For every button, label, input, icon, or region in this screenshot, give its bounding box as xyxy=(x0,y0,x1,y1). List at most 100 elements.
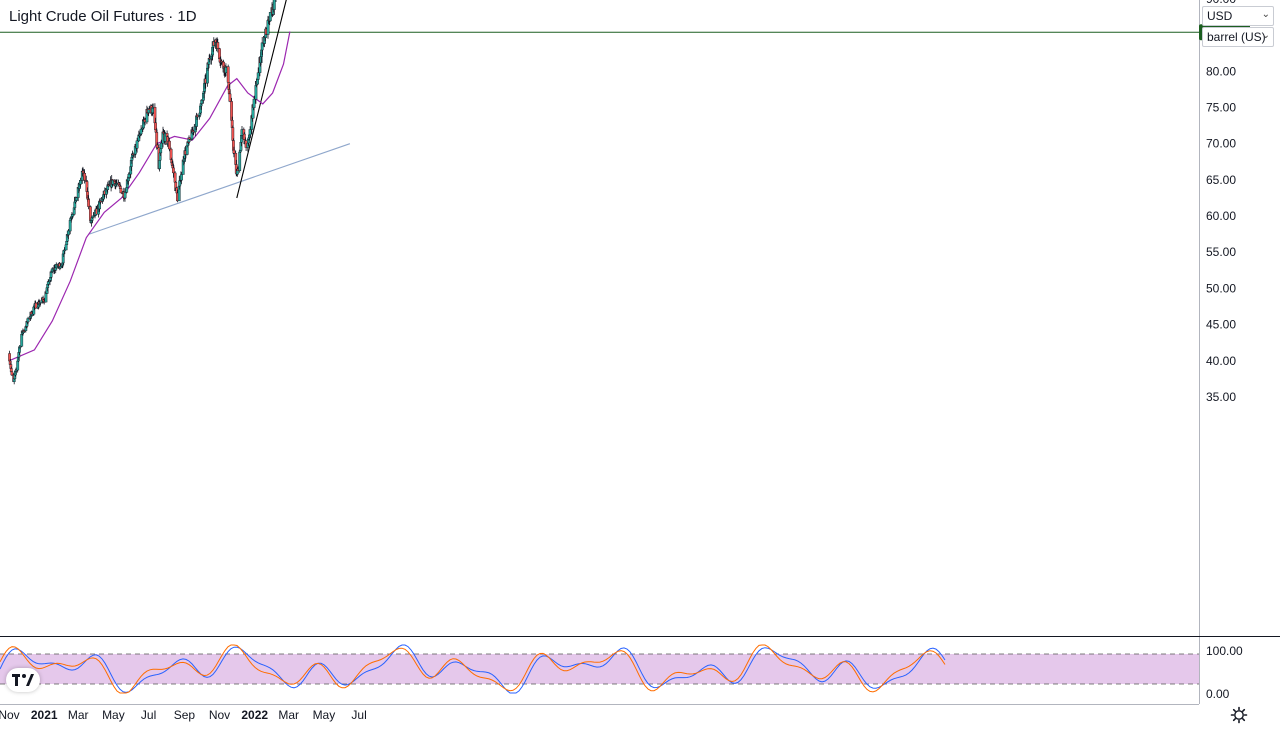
candle-body xyxy=(59,266,62,269)
candle-body xyxy=(71,214,74,217)
candle-up xyxy=(252,95,256,111)
stochastic-d-line xyxy=(0,644,946,694)
candle-body xyxy=(30,314,34,316)
candle-body xyxy=(22,330,26,332)
candle-body xyxy=(158,159,161,169)
unit-select[interactable]: barrel (US) ⌄ xyxy=(1202,27,1274,47)
stochastic-tick-label: 100.00 xyxy=(1206,644,1243,658)
candle-body xyxy=(256,72,260,80)
candle-body xyxy=(119,188,123,194)
candle-body xyxy=(151,107,154,114)
price-tick-label: 90.00 xyxy=(1206,0,1236,6)
candle-up xyxy=(260,37,264,56)
candle-body xyxy=(180,174,183,181)
currency-value: USD xyxy=(1207,9,1233,23)
candle-body xyxy=(18,346,22,348)
time-tick-label: May xyxy=(102,708,125,722)
candle-up xyxy=(75,197,78,202)
time-tick-label: Sep xyxy=(174,708,196,722)
candle-up xyxy=(14,367,18,374)
candle-body xyxy=(254,85,258,100)
price-tick-label: 35.00 xyxy=(1206,390,1236,404)
candle-down xyxy=(216,38,220,53)
candle-body xyxy=(83,172,87,181)
time-tick-label: 2022 xyxy=(241,708,268,722)
candle-up xyxy=(38,302,42,307)
price-tick-label: 80.00 xyxy=(1206,64,1236,78)
price-tick-label: 70.00 xyxy=(1206,137,1236,151)
candle-body xyxy=(99,200,103,203)
candle-body xyxy=(224,66,228,73)
candle-body xyxy=(64,244,68,251)
candle-up xyxy=(71,213,74,219)
candle-body xyxy=(20,334,24,347)
candle-body xyxy=(127,173,131,178)
candle-up xyxy=(256,67,260,80)
candle-body xyxy=(63,249,66,252)
time-tick-label: Mar xyxy=(278,708,299,722)
candle-body xyxy=(135,140,139,149)
candle-down xyxy=(99,200,103,203)
price-tick-label: 60.00 xyxy=(1206,209,1236,223)
candle-body xyxy=(200,100,204,104)
candle-up xyxy=(26,316,30,325)
moving-average-line xyxy=(8,31,291,362)
stochastic-k-line xyxy=(0,644,946,694)
candle-body xyxy=(268,12,272,22)
candle-up xyxy=(64,244,68,251)
candle-up xyxy=(63,247,66,255)
candle-up xyxy=(127,172,131,179)
candle-body xyxy=(139,128,143,135)
candle-up xyxy=(59,263,62,270)
candle-up xyxy=(30,310,34,317)
tradingview-logo-icon[interactable] xyxy=(6,668,40,692)
time-tick-label: Jul xyxy=(351,708,366,722)
candle-body xyxy=(159,142,163,150)
price-tick-label: 55.00 xyxy=(1206,245,1236,259)
candle-body xyxy=(91,215,95,218)
candle-down xyxy=(155,142,159,149)
candle-down xyxy=(171,164,175,178)
time-tick-label: Mar xyxy=(68,708,89,722)
candle-body xyxy=(173,172,177,183)
chart-title: Light Crude Oil Futures · 1D xyxy=(9,8,197,25)
gear-icon[interactable] xyxy=(1230,706,1248,724)
price-tick-label: 40.00 xyxy=(1206,354,1236,368)
unit-value: barrel (US) xyxy=(1207,30,1266,44)
candle-body xyxy=(167,140,171,150)
candle-up xyxy=(248,126,252,138)
candle-up xyxy=(46,279,50,286)
currency-select[interactable]: USD ⌄ xyxy=(1202,6,1274,26)
candle-down xyxy=(10,371,14,376)
candle-body xyxy=(155,144,159,148)
candle-up xyxy=(139,125,143,136)
price-tick-label: 65.00 xyxy=(1206,173,1236,187)
candle-body xyxy=(256,79,259,85)
trendline-short-term xyxy=(236,0,287,199)
candle-body xyxy=(66,230,70,235)
time-tick-label: May xyxy=(313,708,336,722)
price-tick-label: 50.00 xyxy=(1206,281,1236,295)
stochastic-tick-label: 0.00 xyxy=(1206,687,1230,701)
candle-body xyxy=(14,369,18,372)
candle-down xyxy=(232,146,236,158)
candle-body xyxy=(171,167,175,174)
candle-up xyxy=(66,229,70,239)
candle-body xyxy=(26,317,30,323)
candle-up xyxy=(123,188,127,202)
candle-body xyxy=(46,281,50,285)
candle-body xyxy=(123,192,127,199)
candle-up xyxy=(180,172,183,185)
candle-down xyxy=(226,64,230,85)
candle-body xyxy=(226,66,230,83)
candle-up xyxy=(91,215,95,219)
candles-layer xyxy=(8,0,277,385)
candle-body xyxy=(228,93,232,102)
trendlines-layer xyxy=(89,0,351,235)
price-tick-label: 75.00 xyxy=(1206,101,1236,115)
candle-body xyxy=(238,151,242,171)
candle-body xyxy=(159,148,163,154)
levels-layer xyxy=(0,31,1199,33)
